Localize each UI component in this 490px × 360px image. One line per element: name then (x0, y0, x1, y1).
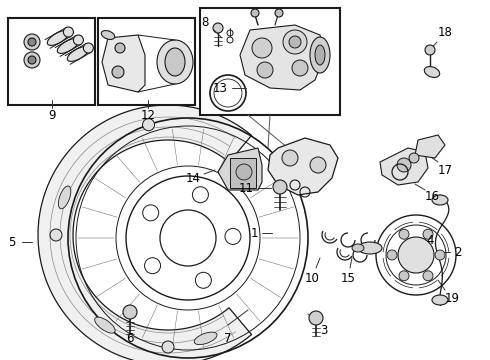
Circle shape (115, 43, 125, 53)
Text: 15: 15 (341, 271, 355, 284)
Circle shape (435, 250, 445, 260)
Circle shape (310, 157, 326, 173)
Text: 2: 2 (454, 246, 462, 258)
Circle shape (273, 180, 287, 194)
Polygon shape (38, 105, 251, 360)
Ellipse shape (358, 242, 382, 254)
Polygon shape (268, 138, 338, 195)
Text: 13: 13 (213, 81, 227, 95)
Circle shape (28, 56, 36, 64)
Text: 11: 11 (239, 181, 253, 194)
Circle shape (289, 36, 301, 48)
Polygon shape (380, 148, 428, 185)
Ellipse shape (58, 186, 71, 209)
Ellipse shape (315, 45, 325, 65)
Ellipse shape (101, 31, 115, 40)
Circle shape (423, 271, 433, 281)
Circle shape (282, 150, 298, 166)
Bar (98, 18, 195, 105)
Bar (8, 18, 95, 105)
Circle shape (292, 60, 308, 76)
Polygon shape (415, 135, 445, 158)
Bar (200, 8, 340, 115)
Ellipse shape (165, 48, 185, 76)
Text: 9: 9 (48, 108, 56, 122)
Polygon shape (240, 25, 325, 90)
Circle shape (423, 229, 433, 239)
Circle shape (28, 38, 36, 46)
Ellipse shape (95, 317, 115, 333)
Ellipse shape (48, 31, 69, 45)
Ellipse shape (74, 35, 83, 45)
Ellipse shape (432, 195, 448, 205)
Text: 18: 18 (438, 26, 452, 39)
Circle shape (309, 311, 323, 325)
Text: 6: 6 (126, 332, 134, 345)
Ellipse shape (310, 37, 330, 73)
Ellipse shape (352, 244, 364, 252)
Circle shape (399, 271, 409, 281)
Circle shape (112, 66, 124, 78)
Text: 17: 17 (438, 163, 452, 176)
Text: 16: 16 (424, 189, 440, 202)
Text: 4: 4 (426, 234, 434, 247)
Ellipse shape (194, 332, 217, 345)
Text: 1: 1 (250, 226, 258, 239)
Circle shape (398, 237, 434, 273)
Circle shape (399, 229, 409, 239)
Polygon shape (102, 35, 145, 92)
Polygon shape (230, 158, 256, 188)
Ellipse shape (424, 67, 440, 77)
Circle shape (397, 158, 411, 172)
Ellipse shape (432, 295, 448, 305)
Text: 8: 8 (201, 15, 209, 28)
Ellipse shape (63, 27, 74, 37)
Circle shape (123, 305, 137, 319)
Ellipse shape (157, 40, 193, 84)
Circle shape (275, 9, 283, 17)
Circle shape (162, 341, 174, 353)
Circle shape (387, 250, 397, 260)
Circle shape (236, 164, 252, 180)
Text: 10: 10 (305, 271, 319, 284)
Circle shape (257, 62, 273, 78)
Text: 7: 7 (224, 332, 232, 345)
Circle shape (50, 229, 62, 241)
Circle shape (409, 153, 419, 163)
Polygon shape (218, 148, 262, 190)
Circle shape (24, 52, 40, 68)
Text: 19: 19 (444, 292, 460, 305)
Ellipse shape (83, 43, 94, 53)
Ellipse shape (67, 46, 89, 62)
Circle shape (251, 9, 259, 17)
Text: 3: 3 (320, 324, 328, 337)
Circle shape (252, 38, 272, 58)
Text: 5: 5 (8, 235, 16, 248)
Ellipse shape (57, 39, 79, 53)
Circle shape (213, 23, 223, 33)
Circle shape (24, 34, 40, 50)
Text: 14: 14 (186, 171, 200, 185)
Circle shape (283, 30, 307, 54)
Text: 12: 12 (141, 108, 155, 122)
Circle shape (143, 119, 154, 131)
Circle shape (425, 45, 435, 55)
